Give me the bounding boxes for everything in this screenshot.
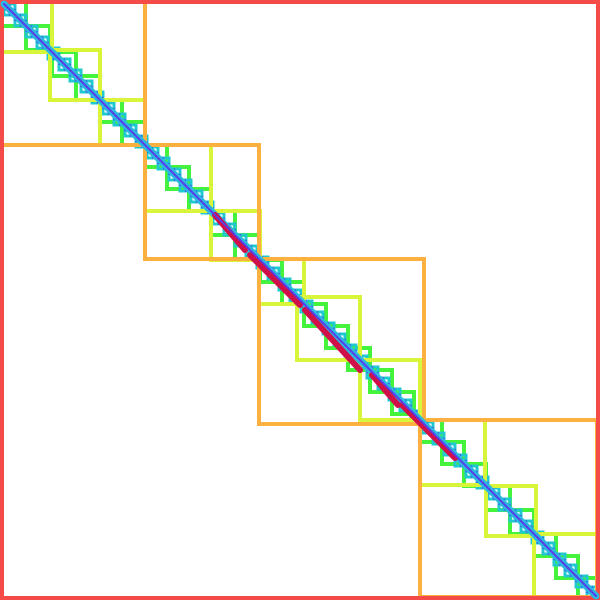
- diagonal-line: [3, 3, 597, 597]
- level-1-block: [257, 257, 426, 426]
- level-3-block: [302, 302, 328, 328]
- level-3-block: [554, 554, 580, 580]
- level-3-block: [368, 368, 394, 394]
- dense-diagonal-segment: [399, 402, 458, 461]
- level-2-block: [484, 484, 538, 538]
- dense-diagonal-segment: [369, 372, 401, 408]
- level-2-block: [358, 358, 422, 422]
- level-2-block: [295, 295, 362, 362]
- dense-diagonal-segment: [302, 307, 363, 373]
- level-3-block: [440, 440, 466, 466]
- level-3-block: [390, 390, 416, 416]
- level-3-block: [165, 165, 191, 191]
- dense-diagonal-segment: [247, 252, 303, 308]
- level-2-block: [48, 48, 102, 102]
- level-1-block: [143, 143, 261, 261]
